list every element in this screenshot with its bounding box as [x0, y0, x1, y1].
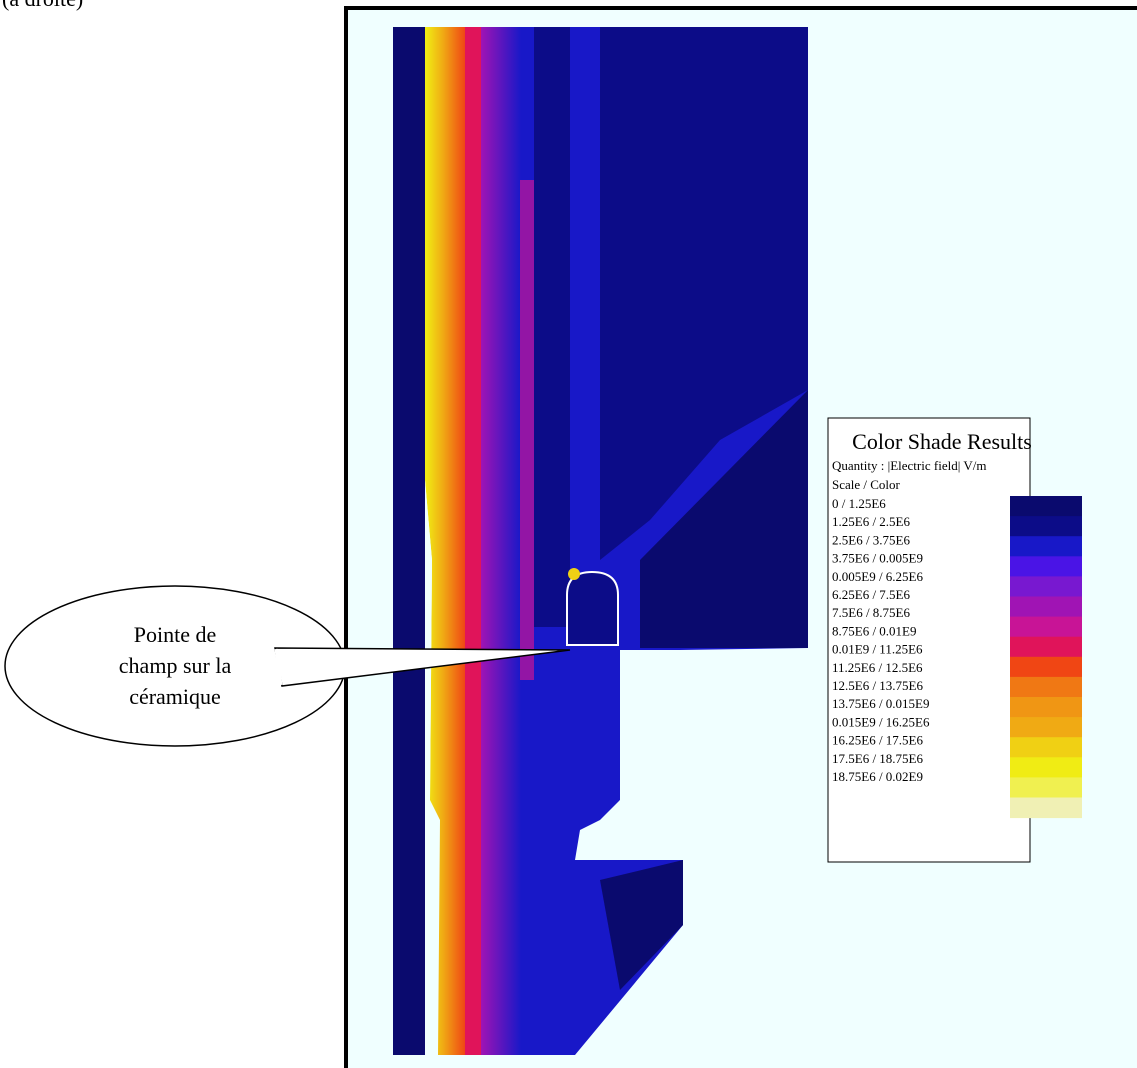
legend-row-label: 6.25E6 / 7.5E6 — [832, 587, 910, 602]
legend-row-label: 0.005E9 / 6.25E6 — [832, 569, 923, 584]
legend-row-label: 16.25E6 / 17.5E6 — [832, 733, 923, 748]
legend-swatch — [1010, 556, 1082, 577]
legend-row-label: 0.015E9 / 16.25E6 — [832, 714, 930, 729]
header-fragment: (à droite) — [2, 0, 83, 11]
legend-swatch — [1010, 516, 1082, 537]
legend-row-label: 17.5E6 / 18.75E6 — [832, 751, 923, 766]
legend-swatch — [1010, 717, 1082, 738]
legend-swatch — [1010, 697, 1082, 718]
legend-row-label: 12.5E6 / 13.75E6 — [832, 678, 923, 693]
legend-row-label: 13.75E6 / 0.015E9 — [832, 696, 930, 711]
legend-swatch — [1010, 777, 1082, 798]
legend-swatch — [1010, 597, 1082, 618]
legend-scale-header: Scale / Color — [832, 477, 901, 492]
legend-swatch — [1010, 576, 1082, 597]
legend-row-label: 8.75E6 / 0.01E9 — [832, 623, 917, 638]
legend-row-label: 0.01E9 / 11.25E6 — [832, 642, 923, 657]
callout-text: Pointe de — [134, 622, 217, 647]
legend-row-label: 2.5E6 / 3.75E6 — [832, 532, 910, 547]
legend-title: Color Shade Results — [852, 429, 1032, 454]
legend-swatch — [1010, 536, 1082, 557]
legend-row-label: 11.25E6 / 12.5E6 — [832, 660, 923, 675]
legend-row-label: 1.25E6 / 2.5E6 — [832, 514, 910, 529]
figure: (à droite) Pointe de champ sur la céramiqu… — [0, 0, 1137, 1068]
callout-text: champ sur la — [119, 653, 232, 678]
page: (à droite) Pointe de champ sur la céramiqu… — [0, 0, 1137, 1068]
legend-swatch — [1010, 637, 1082, 658]
legend-swatch — [1010, 617, 1082, 638]
legend-swatch — [1010, 757, 1082, 778]
legend-swatch — [1010, 496, 1082, 517]
legend-swatch — [1010, 798, 1082, 819]
legend-quantity: Quantity : |Electric field| V/m — [832, 458, 986, 473]
legend-swatch — [1010, 657, 1082, 678]
legend-row-label: 7.5E6 / 8.75E6 — [832, 605, 910, 620]
legend-row-label: 3.75E6 / 0.005E9 — [832, 551, 923, 566]
callout-text: céramique — [129, 684, 221, 709]
legend-swatch — [1010, 737, 1082, 758]
legend-row-label: 0 / 1.25E6 — [832, 496, 886, 511]
legend-row-label: 18.75E6 / 0.02E9 — [832, 769, 923, 784]
legend-swatch — [1010, 677, 1082, 698]
